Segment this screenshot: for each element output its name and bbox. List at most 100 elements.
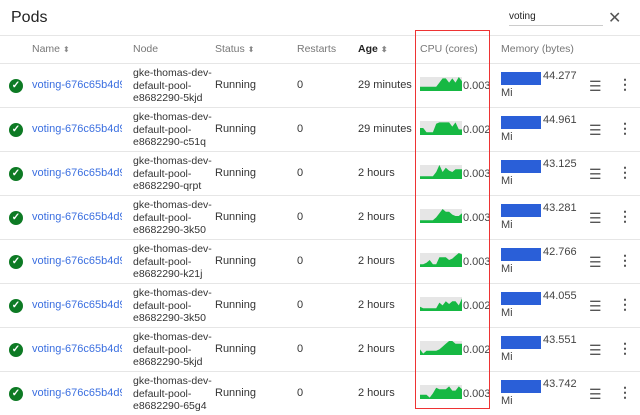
node-name: gke-thomas-dev-default-pool-e8682290-5kj… bbox=[133, 67, 212, 104]
age-text: 2 hours bbox=[358, 255, 395, 267]
sort-icon: ⬍ bbox=[247, 45, 255, 54]
table-row: ✓ voting-676c65b4d9-nv gke-thomas-dev-de… bbox=[0, 195, 640, 239]
age-text: 29 minutes bbox=[358, 123, 412, 135]
cpu-value: 0.003 bbox=[463, 256, 491, 268]
check-circle-icon: ✓ bbox=[9, 255, 23, 269]
table-row: ✓ voting-676c65b4d9-8f gke-thomas-dev-de… bbox=[0, 371, 640, 415]
pod-name-link[interactable]: voting-676c65b4d9-tpj bbox=[32, 343, 122, 355]
sparkline-area bbox=[420, 122, 462, 135]
table-row: ✓ voting-676c65b4d9-72 gke-thomas-dev-de… bbox=[0, 151, 640, 195]
pod-name-link[interactable]: voting-676c65b4d9-xs bbox=[32, 79, 122, 91]
logs-icon[interactable]: ☰ bbox=[589, 210, 602, 226]
age-text: 2 hours bbox=[358, 387, 395, 399]
cpu-sparkline bbox=[420, 121, 462, 135]
age-text: 2 hours bbox=[358, 343, 395, 355]
memory-sparkline bbox=[501, 160, 541, 173]
table-row: ✓ voting-676c65b4d9-tj6 gke-thomas-dev-d… bbox=[0, 283, 640, 327]
memory-value: 44.277 bbox=[543, 70, 577, 82]
memory-unit: Mi bbox=[501, 219, 513, 231]
cpu-sparkline bbox=[420, 385, 462, 399]
header-label: Age bbox=[358, 43, 378, 55]
logs-icon[interactable]: ☰ bbox=[589, 254, 602, 270]
logs-icon[interactable]: ☰ bbox=[589, 386, 602, 402]
memory-value: 44.961 bbox=[543, 114, 577, 126]
cpu-sparkline bbox=[420, 165, 462, 179]
restarts-count: 0 bbox=[297, 343, 304, 355]
sparkline-area bbox=[420, 165, 462, 179]
sort-icon: ⬍ bbox=[380, 45, 388, 54]
cpu-value: 0.003 bbox=[463, 212, 491, 224]
more-vert-icon[interactable]: ⋮ bbox=[618, 340, 632, 356]
close-icon[interactable]: ✕ bbox=[608, 10, 622, 27]
column-header-restarts: Restarts bbox=[297, 43, 337, 55]
status-text: Running bbox=[215, 79, 256, 91]
header-label: Status bbox=[215, 43, 245, 55]
divider bbox=[0, 35, 640, 36]
node-name: gke-thomas-dev-default-pool-e8682290-qrp… bbox=[133, 155, 212, 192]
logs-icon[interactable]: ☰ bbox=[589, 298, 602, 314]
pod-name-link[interactable]: voting-676c65b4d9-8f bbox=[32, 387, 122, 399]
check-circle-icon: ✓ bbox=[9, 343, 23, 357]
status-text: Running bbox=[215, 343, 256, 355]
cpu-sparkline bbox=[420, 341, 462, 355]
logs-icon[interactable]: ☰ bbox=[589, 122, 602, 138]
status-text: Running bbox=[215, 167, 256, 179]
logs-icon[interactable]: ☰ bbox=[589, 78, 602, 94]
memory-unit: Mi bbox=[501, 263, 513, 275]
pod-name-link[interactable]: voting-676c65b4d9-72 bbox=[32, 167, 122, 179]
age-text: 2 hours bbox=[358, 211, 395, 223]
status-text: Running bbox=[215, 123, 256, 135]
column-header-cpu: CPU (cores) bbox=[420, 43, 478, 55]
check-circle-icon: ✓ bbox=[9, 167, 23, 181]
memory-sparkline bbox=[501, 116, 541, 129]
more-vert-icon[interactable]: ⋮ bbox=[618, 296, 632, 312]
more-vert-icon[interactable]: ⋮ bbox=[618, 208, 632, 224]
more-vert-icon[interactable]: ⋮ bbox=[618, 384, 632, 400]
logs-icon[interactable]: ☰ bbox=[589, 342, 602, 358]
memory-value: 42.766 bbox=[543, 246, 577, 258]
memory-value: 43.125 bbox=[543, 158, 577, 170]
logs-icon[interactable]: ☰ bbox=[589, 166, 602, 182]
age-text: 2 hours bbox=[358, 167, 395, 179]
cpu-value: 0.002 bbox=[463, 124, 491, 136]
more-vert-icon[interactable]: ⋮ bbox=[618, 120, 632, 136]
memory-sparkline bbox=[501, 380, 541, 393]
cpu-value: 0.003 bbox=[463, 388, 491, 400]
sparkline-area bbox=[420, 77, 462, 91]
restarts-count: 0 bbox=[297, 167, 304, 179]
memory-unit: Mi bbox=[501, 307, 513, 319]
pod-name-link[interactable]: voting-676c65b4d9-tpr bbox=[32, 123, 122, 135]
search-input[interactable]: voting bbox=[509, 11, 603, 26]
sparkline-area bbox=[420, 209, 462, 223]
age-text: 2 hours bbox=[358, 299, 395, 311]
column-header-status[interactable]: Status ⬍ bbox=[215, 36, 254, 63]
check-circle-icon: ✓ bbox=[9, 211, 23, 225]
restarts-count: 0 bbox=[297, 123, 304, 135]
memory-value: 43.551 bbox=[543, 334, 577, 346]
memory-sparkline bbox=[501, 292, 541, 305]
more-vert-icon[interactable]: ⋮ bbox=[618, 76, 632, 92]
cpu-value: 0.003 bbox=[463, 80, 491, 92]
pod-name-link[interactable]: voting-676c65b4d9-srl bbox=[32, 255, 122, 267]
more-vert-icon[interactable]: ⋮ bbox=[618, 252, 632, 268]
more-vert-icon[interactable]: ⋮ bbox=[618, 164, 632, 180]
pod-name-link[interactable]: voting-676c65b4d9-nv bbox=[32, 211, 122, 223]
column-header-node: Node bbox=[133, 43, 159, 55]
check-circle-icon: ✓ bbox=[9, 123, 23, 137]
cpu-value: 0.003 bbox=[463, 168, 491, 180]
cpu-sparkline bbox=[420, 297, 462, 311]
column-header-name[interactable]: Name ⬍ bbox=[32, 36, 70, 63]
node-name: gke-thomas-dev-default-pool-e8682290-5kj… bbox=[133, 331, 212, 368]
page-title: Pods bbox=[11, 9, 48, 26]
restarts-count: 0 bbox=[297, 255, 304, 267]
age-text: 29 minutes bbox=[358, 79, 412, 91]
pod-name-link[interactable]: voting-676c65b4d9-tj6 bbox=[32, 299, 122, 311]
sparkline-area bbox=[420, 386, 462, 399]
cpu-sparkline bbox=[420, 209, 462, 223]
status-text: Running bbox=[215, 211, 256, 223]
column-header-age[interactable]: Age ⬍ bbox=[358, 36, 388, 63]
sort-icon: ⬍ bbox=[63, 45, 70, 54]
memory-value: 44.055 bbox=[543, 290, 577, 302]
table-row: ✓ voting-676c65b4d9-srl gke-thomas-dev-d… bbox=[0, 239, 640, 283]
node-name: gke-thomas-dev-default-pool-e8682290-3k5… bbox=[133, 287, 212, 324]
